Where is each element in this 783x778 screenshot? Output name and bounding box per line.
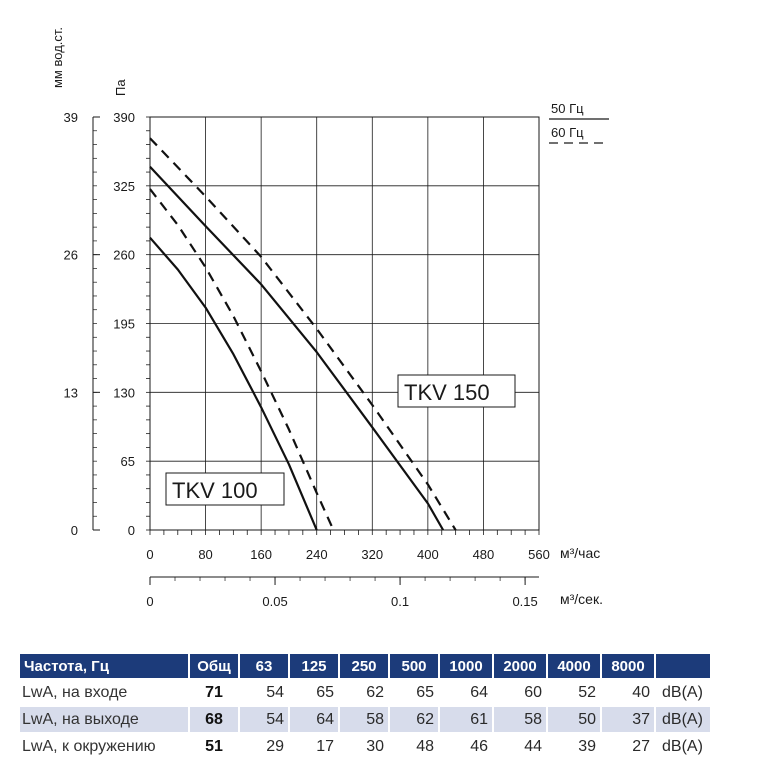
- header-1000: 1000: [440, 654, 492, 678]
- header-2000: 2000: [494, 654, 546, 678]
- row-value: 61: [440, 707, 492, 732]
- legend-60hz-label: 60 Гц: [551, 125, 584, 140]
- row-value: 44: [524, 737, 542, 755]
- curve-tkv150-dashed: [149, 137, 457, 531]
- m3h-tick-label: 0: [146, 547, 153, 562]
- table-header-row: Частота, Гц Общ 63 125 250 500 1000 2000…: [20, 654, 710, 678]
- m3h-tick-label: 160: [250, 547, 272, 562]
- pa-tick-label: 65: [121, 454, 135, 469]
- m3s-unit-label: м³/сек.: [560, 591, 603, 607]
- chart-grid: [149, 116, 540, 531]
- header-frequency: Частота, Гц: [20, 654, 188, 678]
- header-500: 500: [390, 654, 438, 678]
- row-value: 40: [632, 683, 650, 701]
- curve-tkv100-dashed: [149, 188, 335, 531]
- mm-axis: 39 26 13 0: [64, 110, 100, 538]
- header-4000: 4000: [548, 654, 600, 678]
- header-8000: 8000: [602, 654, 654, 678]
- header-total: Общ: [190, 654, 238, 678]
- row-label: LwA, на входе: [22, 683, 128, 701]
- row-value: 62: [390, 707, 438, 732]
- m3h-unit-label: м³/час: [560, 545, 600, 561]
- mm-tick-label: 26: [64, 248, 78, 263]
- tkv100-label-box: TKV 100: [165, 472, 285, 506]
- mm-tick-label: 13: [64, 385, 78, 400]
- row-unit: dB(A): [656, 707, 710, 732]
- row-value: 65: [416, 683, 434, 701]
- m3h-tick-label: 240: [306, 547, 328, 562]
- row-value: 48: [416, 737, 434, 755]
- m3h-tick-label: 480: [473, 547, 495, 562]
- tkv150-label-box: TKV 150: [397, 374, 516, 408]
- row-value: 39: [578, 737, 596, 755]
- pa-tick-label: 195: [113, 317, 135, 332]
- table-row: LwA, на выходе 68 54 64 58 62 61 58 50 37 dB(A): [20, 707, 710, 732]
- m3h-axis: 0 80 160 240 320 400 480 560: [146, 530, 550, 562]
- mm-tick-label: 39: [64, 110, 78, 125]
- noise-table: Частота, Гц Общ 63 125 250 500 1000 2000…: [18, 652, 712, 761]
- row-value: 17: [316, 737, 334, 755]
- curve-tkv150-solid: [149, 166, 445, 531]
- tkv100-label: TKV 100: [172, 478, 258, 503]
- pa-tick-label: 390: [113, 110, 135, 125]
- row-value: 46: [470, 737, 488, 755]
- row-value: 54: [266, 683, 284, 701]
- row-value: 64: [290, 707, 338, 732]
- row-total: 68: [190, 707, 238, 732]
- row-value: 65: [316, 683, 334, 701]
- m3s-tick-label: 0.15: [512, 594, 537, 609]
- m3h-tick-label: 320: [361, 547, 383, 562]
- table-row: LwA, на входе 71 54 65 62 65 64 60 52 40 dB(A): [20, 680, 710, 705]
- pa-tick-label: 0: [128, 523, 135, 538]
- m3s-tick-label: 0: [146, 594, 153, 609]
- m3s-axis: 0 0.05 0.1 0.15: [146, 577, 538, 609]
- row-label: LwA, к окружению: [22, 737, 156, 755]
- row-value: 50: [548, 707, 600, 732]
- pa-tick-label: 260: [113, 248, 135, 263]
- row-label: LwA, на выходе: [20, 707, 188, 732]
- row-value: 52: [578, 683, 596, 701]
- tkv150-label: TKV 150: [404, 380, 490, 405]
- row-value: 62: [366, 683, 384, 701]
- header-250: 250: [340, 654, 388, 678]
- header-125: 125: [290, 654, 338, 678]
- frequency-legend: 50 Гц 60 Гц: [549, 101, 609, 144]
- row-unit: dB(A): [662, 683, 703, 701]
- row-value: 64: [470, 683, 488, 701]
- pa-axis: 390 325 260 195 130 65 0: [113, 110, 150, 538]
- m3s-tick-label: 0.1: [391, 594, 409, 609]
- m3h-tick-label: 560: [528, 547, 550, 562]
- row-value: 29: [266, 737, 284, 755]
- mm-tick-label: 0: [71, 523, 78, 538]
- pa-tick-label: 325: [113, 179, 135, 194]
- m3s-tick-label: 0.05: [262, 594, 287, 609]
- m3h-tick-label: 400: [417, 547, 439, 562]
- header-63: 63: [240, 654, 288, 678]
- performance-curves: [149, 137, 457, 531]
- row-value: 58: [340, 707, 388, 732]
- row-value: 54: [240, 707, 288, 732]
- pa-tick-label: 130: [113, 385, 135, 400]
- row-value: 30: [366, 737, 384, 755]
- curve-tkv100-solid: [149, 236, 318, 531]
- row-unit: dB(A): [662, 737, 703, 755]
- m3h-tick-label: 80: [198, 547, 212, 562]
- table-row: LwA, к окружению 51 29 17 30 48 46 44 39 27 dB(A): [20, 734, 710, 759]
- row-value: 37: [602, 707, 654, 732]
- mm-axis-label: мм вод.ст.: [50, 27, 65, 88]
- row-value: 58: [494, 707, 546, 732]
- header-unit-blank: [656, 654, 710, 678]
- pa-axis-label: Па: [113, 79, 128, 96]
- row-value: 27: [632, 737, 650, 755]
- row-value: 60: [524, 683, 542, 701]
- row-total: 71: [205, 683, 223, 701]
- legend-50hz-label: 50 Гц: [551, 101, 584, 116]
- row-total: 51: [205, 737, 223, 755]
